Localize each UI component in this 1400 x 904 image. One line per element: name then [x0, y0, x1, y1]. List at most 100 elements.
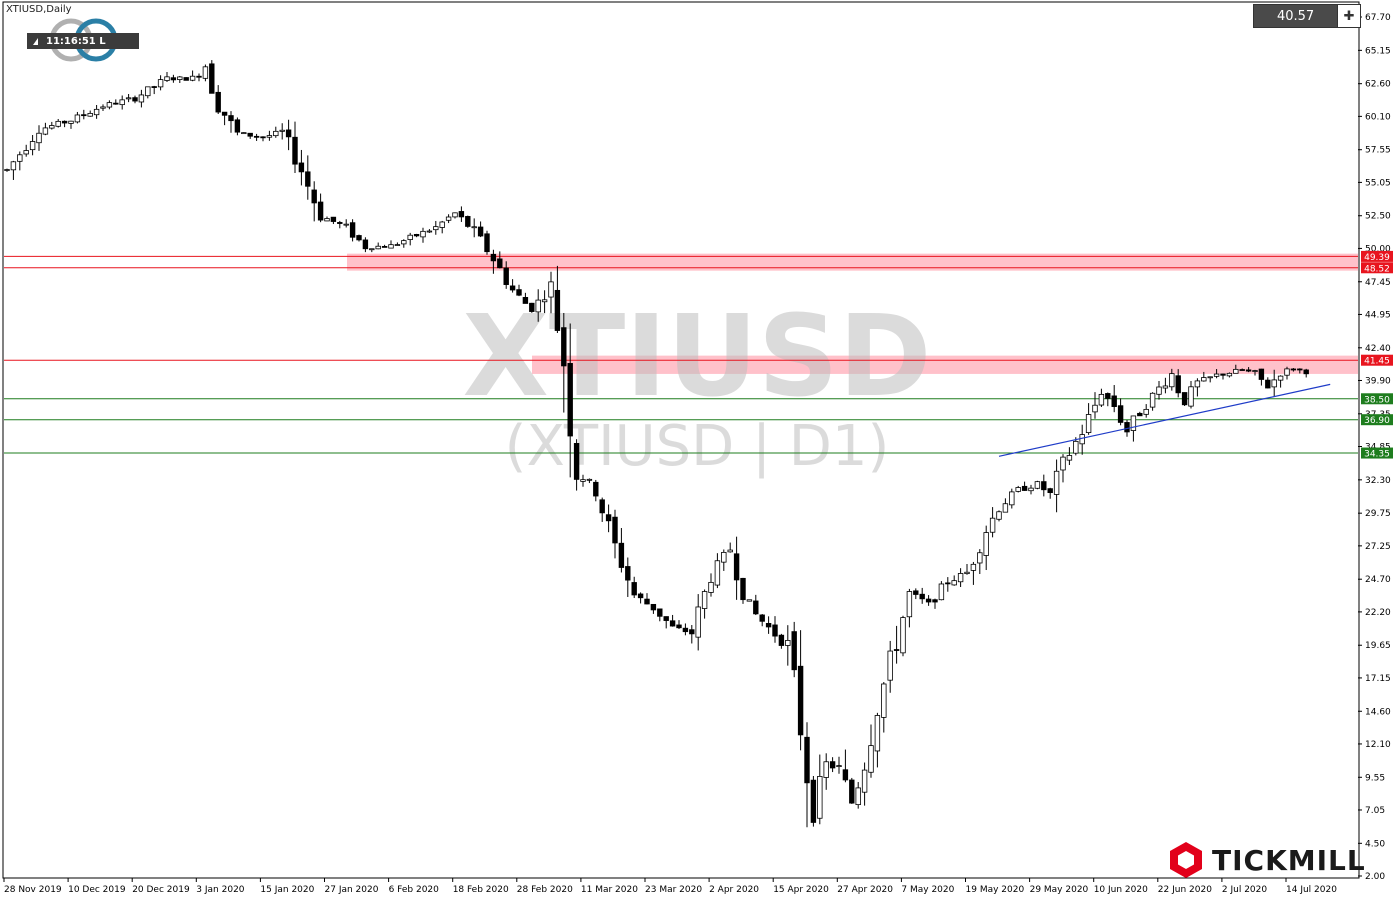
server-time-badge: 11:16:51 L — [27, 33, 139, 49]
candle — [708, 573, 714, 597]
y-tick-label: 22.20 — [1365, 608, 1391, 618]
candles — [4, 60, 1309, 828]
candle — [829, 757, 836, 773]
candle — [1085, 403, 1092, 435]
candle — [311, 181, 317, 222]
y-tick-label: 62.60 — [1365, 80, 1391, 90]
level-label: 41.45 — [1364, 357, 1390, 367]
candle — [317, 193, 324, 223]
candle — [292, 121, 298, 174]
candle — [772, 616, 778, 643]
candle — [452, 212, 458, 219]
x-tick-label: 6 Feb 2020 — [389, 885, 440, 895]
candle — [657, 608, 663, 622]
candle — [989, 507, 996, 538]
candle — [509, 279, 516, 293]
candle — [740, 577, 746, 604]
y-tick-label: 47.45 — [1365, 278, 1391, 288]
candle — [1252, 369, 1258, 376]
candle — [356, 234, 362, 242]
candle — [305, 155, 311, 200]
candle — [701, 589, 708, 619]
x-tick-label: 7 May 2020 — [901, 885, 954, 895]
candle — [618, 528, 625, 573]
candle — [1143, 404, 1149, 418]
x-tick-label: 28 Nov 2019 — [4, 885, 62, 895]
candle — [1233, 364, 1239, 374]
candle — [586, 478, 593, 484]
current-price-box[interactable]: 40.57 ✚ — [1253, 4, 1361, 28]
candle — [663, 616, 669, 629]
time-axis: 28 Nov 2019 10 Dec 2019 20 Dec 2019 3 Jan 2… — [3, 878, 1337, 895]
candle — [1021, 481, 1028, 491]
level-label: 36.90 — [1364, 416, 1390, 426]
candle — [1098, 388, 1105, 408]
x-tick-label: 23 Mar 2020 — [645, 885, 702, 895]
level-label-bg — [1361, 414, 1393, 426]
x-tick-label: 3 Jan 2020 — [196, 885, 244, 895]
candle — [765, 616, 772, 634]
candle — [273, 126, 279, 138]
candle — [932, 598, 938, 609]
candle — [503, 261, 509, 289]
candle — [221, 111, 228, 126]
level-label-bg — [1361, 393, 1393, 405]
y-tick-label: 55.05 — [1365, 178, 1391, 188]
candle — [1162, 377, 1169, 394]
x-tick-label: 11 Mar 2020 — [581, 885, 638, 895]
candle — [215, 85, 221, 114]
candle — [196, 73, 202, 82]
candle — [823, 753, 829, 790]
candle — [10, 160, 17, 180]
y-tick-label: 9.55 — [1365, 773, 1385, 783]
y-tick-label: 17.15 — [1365, 674, 1391, 684]
y-tick-label: 32.30 — [1365, 476, 1391, 486]
level-label-bg — [1361, 262, 1393, 274]
candle — [343, 219, 349, 228]
ascending-trendline[interactable] — [998, 383, 1331, 457]
candle — [785, 625, 791, 666]
y-tick-label: 42.40 — [1365, 344, 1391, 354]
candle — [1041, 474, 1047, 497]
candle — [266, 130, 273, 141]
candle — [541, 290, 548, 314]
candle — [682, 623, 689, 636]
candle — [535, 289, 541, 322]
level-label: 48.52 — [1364, 264, 1390, 274]
candle — [938, 581, 945, 601]
candle — [1258, 368, 1265, 386]
candle — [925, 595, 932, 606]
candle — [612, 509, 618, 559]
candle — [849, 777, 855, 804]
candle — [388, 240, 394, 249]
y-tick-label: 44.95 — [1365, 310, 1391, 320]
candle — [1207, 376, 1213, 383]
candle — [893, 625, 900, 664]
candle — [407, 232, 413, 246]
watermark-main: XTIUSD — [463, 292, 932, 422]
candle — [1194, 378, 1201, 397]
candle — [1201, 371, 1207, 382]
candle — [625, 557, 631, 597]
candle — [573, 439, 580, 491]
candle — [1002, 498, 1009, 513]
y-tick-label: 4.50 — [1365, 839, 1385, 849]
candle — [298, 149, 305, 186]
candle — [1149, 392, 1156, 411]
y-tick-label: 19.65 — [1365, 641, 1391, 651]
candle — [4, 168, 10, 172]
crosshair-plus-icon[interactable]: ✚ — [1337, 5, 1360, 27]
trendline-layer[interactable] — [998, 383, 1331, 457]
candle — [61, 120, 68, 128]
candle — [1271, 369, 1277, 397]
candle — [132, 95, 138, 104]
candle — [170, 74, 177, 83]
candle — [157, 75, 164, 91]
candle — [177, 75, 183, 84]
x-tick-label: 10 Dec 2019 — [68, 885, 126, 895]
candle — [970, 561, 977, 585]
candle — [842, 749, 849, 783]
candle — [113, 99, 119, 105]
